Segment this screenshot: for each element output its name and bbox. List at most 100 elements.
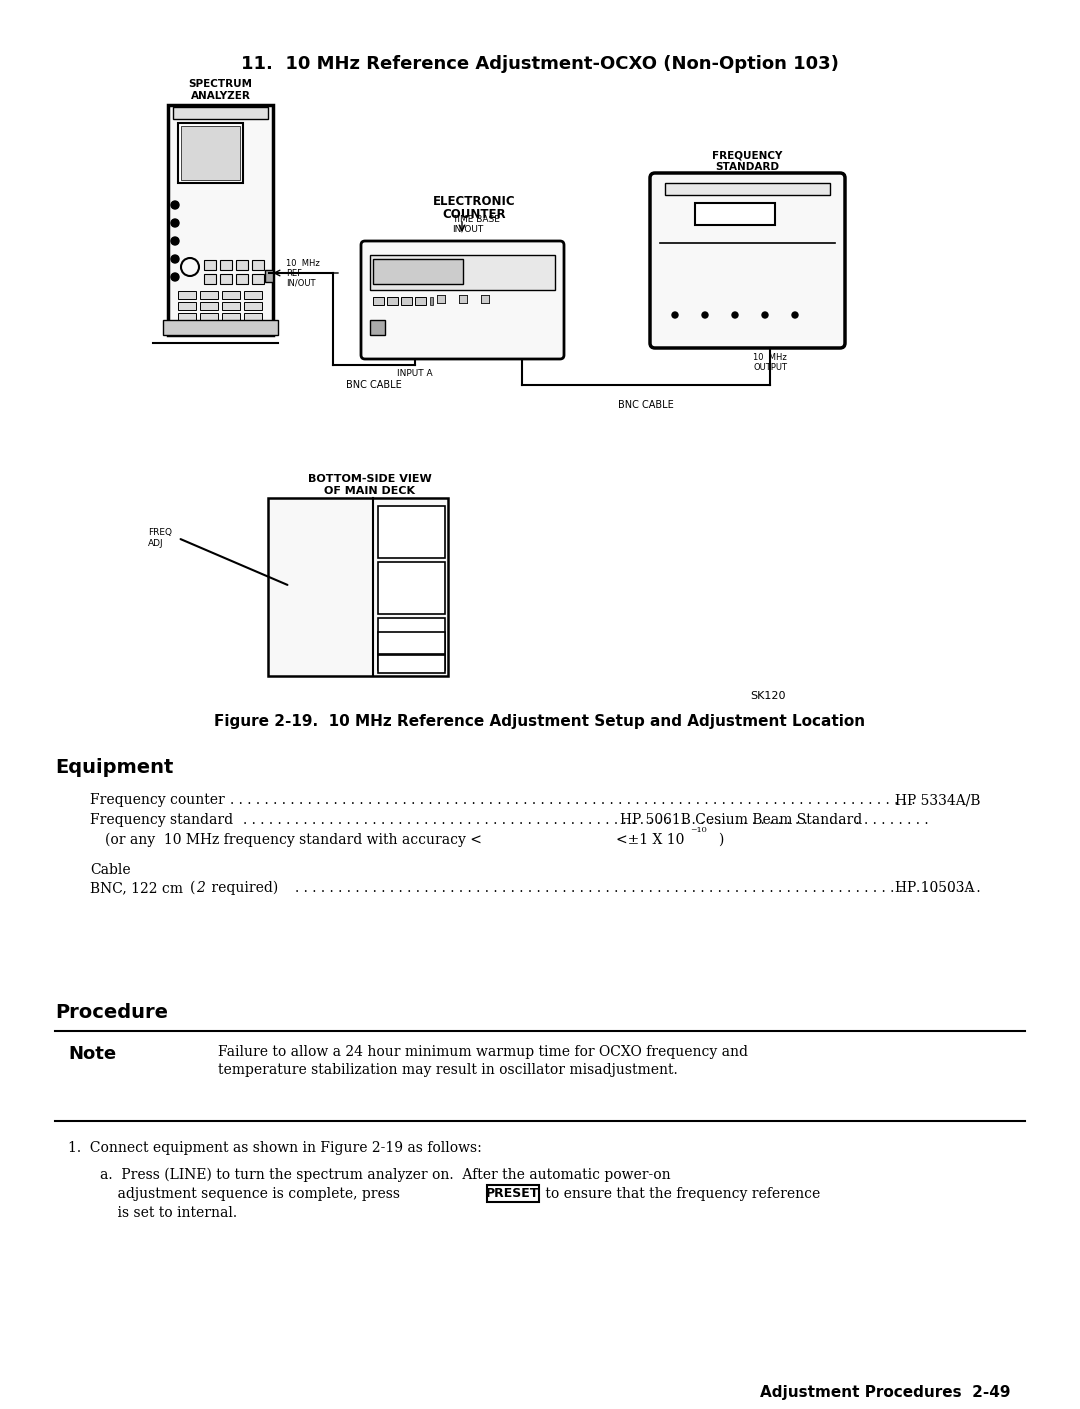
Text: ): ) (718, 833, 724, 847)
Text: BNC CABLE: BNC CABLE (346, 380, 402, 390)
Text: Note: Note (68, 1045, 117, 1062)
Bar (437, 294, 445, 303)
Bar (665, 183, 831, 194)
Bar (200, 292, 218, 299)
Bar (200, 324, 218, 333)
Bar (222, 324, 240, 333)
Circle shape (792, 311, 798, 318)
Text: . . . . . . . . . . . . . . . . . . . . . . . . . . . . . . . . . . . . . . . . : . . . . . . . . . . . . . . . . . . . . … (295, 881, 985, 895)
Text: (: ( (190, 881, 195, 895)
Bar (437, 294, 445, 303)
Bar (459, 294, 467, 303)
Text: REF: REF (286, 269, 302, 278)
Bar (237, 261, 248, 271)
Bar (204, 261, 216, 271)
Bar (370, 255, 555, 290)
Bar (481, 294, 489, 303)
Text: ANALYZER: ANALYZER (190, 92, 251, 101)
Text: HP 5061B Cesium Beam Standard: HP 5061B Cesium Beam Standard (620, 813, 862, 827)
Text: STANDARD: STANDARD (715, 162, 780, 172)
Text: SPECTRUM: SPECTRUM (189, 79, 253, 89)
Text: TIME BASE: TIME BASE (453, 216, 500, 224)
Bar (178, 302, 195, 310)
Text: 11.  10 MHz Reference Adjustment-OCXO (Non-Option 103): 11. 10 MHz Reference Adjustment-OCXO (No… (241, 55, 839, 73)
Text: Adjustment Procedures  2-49: Adjustment Procedures 2-49 (759, 1385, 1010, 1401)
Bar (178, 123, 243, 183)
Circle shape (732, 311, 738, 318)
Bar (222, 313, 240, 321)
Bar (244, 313, 262, 321)
Text: . . . . . . . . . . . . . . . . . . . . . . . . . . . . . . . . . . . . . . . . : . . . . . . . . . . . . . . . . . . . . … (243, 813, 933, 827)
Bar (373, 297, 384, 304)
Text: SK120: SK120 (750, 690, 785, 702)
Circle shape (702, 311, 708, 318)
Text: 2: 2 (195, 881, 205, 895)
Bar (378, 506, 445, 558)
Bar (696, 203, 775, 225)
Bar (178, 292, 195, 299)
Text: FREQUENCY: FREQUENCY (713, 149, 783, 161)
Bar (252, 261, 264, 271)
Bar (378, 619, 445, 671)
Text: BNC CABLE: BNC CABLE (618, 400, 674, 410)
Bar (220, 273, 232, 285)
Circle shape (171, 201, 179, 209)
Bar (181, 125, 240, 180)
Bar (220, 261, 232, 271)
Bar (244, 324, 262, 333)
Text: Frequency counter: Frequency counter (90, 793, 225, 807)
Text: ⁻¹⁰: ⁻¹⁰ (690, 826, 706, 838)
Text: INPUT A: INPUT A (397, 369, 433, 378)
Text: Cable: Cable (90, 862, 131, 876)
Text: OUTPUT: OUTPUT (753, 364, 787, 372)
Circle shape (171, 218, 179, 227)
Text: 10  MHz: 10 MHz (753, 354, 787, 362)
Text: FREQ: FREQ (148, 528, 172, 537)
Bar (200, 302, 218, 310)
Bar (459, 294, 467, 303)
Text: 10  MHz: 10 MHz (286, 259, 320, 268)
Bar (222, 302, 240, 310)
Bar (204, 273, 216, 285)
Text: a.  Press (LINE) to turn the spectrum analyzer on.  After the automatic power-on: a. Press (LINE) to turn the spectrum ana… (100, 1168, 671, 1182)
Text: required): required) (207, 881, 279, 895)
Bar (200, 313, 218, 321)
Text: IN/OUT: IN/OUT (286, 279, 315, 287)
Text: Failure to allow a 24 hour minimum warmup time for OCXO frequency and: Failure to allow a 24 hour minimum warmu… (218, 1045, 748, 1060)
Text: (or any  10 MHz frequency standard with accuracy <: (or any 10 MHz frequency standard with a… (105, 833, 482, 847)
Bar (163, 320, 278, 335)
Text: is set to internal.: is set to internal. (100, 1206, 238, 1220)
Bar (244, 302, 262, 310)
Bar (459, 294, 467, 303)
Text: OF MAIN DECK: OF MAIN DECK (324, 486, 416, 496)
Circle shape (171, 237, 179, 245)
Bar (173, 107, 268, 118)
Text: temperature stabilization may result in oscillator misadjustment.: temperature stabilization may result in … (218, 1062, 678, 1076)
Text: 1.  Connect equipment as shown in Figure 2-19 as follows:: 1. Connect equipment as shown in Figure … (68, 1141, 482, 1155)
FancyBboxPatch shape (361, 241, 564, 359)
Text: <±1 X 10: <±1 X 10 (616, 833, 685, 847)
Text: BNC, 122 cm: BNC, 122 cm (90, 881, 187, 895)
Text: Procedure: Procedure (55, 1003, 168, 1022)
Text: . . . . . . . . . . . . . . . . . . . . . . . . . . . . . . . . . . . . . . . . : . . . . . . . . . . . . . . . . . . . . … (230, 793, 920, 807)
Bar (265, 271, 273, 282)
Bar (378, 655, 445, 674)
Bar (387, 297, 399, 304)
Bar (415, 297, 426, 304)
Text: PRESET: PRESET (486, 1186, 540, 1200)
Text: IN/OUT: IN/OUT (453, 225, 483, 234)
Text: HP 10503A: HP 10503A (895, 881, 974, 895)
Text: COUNTER: COUNTER (443, 209, 507, 221)
Text: Equipment: Equipment (55, 758, 174, 776)
Bar (401, 297, 411, 304)
Text: to ensure that the frequency reference: to ensure that the frequency reference (541, 1186, 820, 1200)
Text: adjustment sequence is complete, press: adjustment sequence is complete, press (100, 1186, 404, 1200)
Bar (481, 294, 489, 303)
Bar (378, 562, 445, 614)
Bar (430, 297, 433, 304)
Bar (370, 320, 384, 335)
Text: ADJ: ADJ (148, 540, 164, 548)
Text: Frequency standard: Frequency standard (90, 813, 233, 827)
Circle shape (762, 311, 768, 318)
Bar (378, 633, 445, 654)
